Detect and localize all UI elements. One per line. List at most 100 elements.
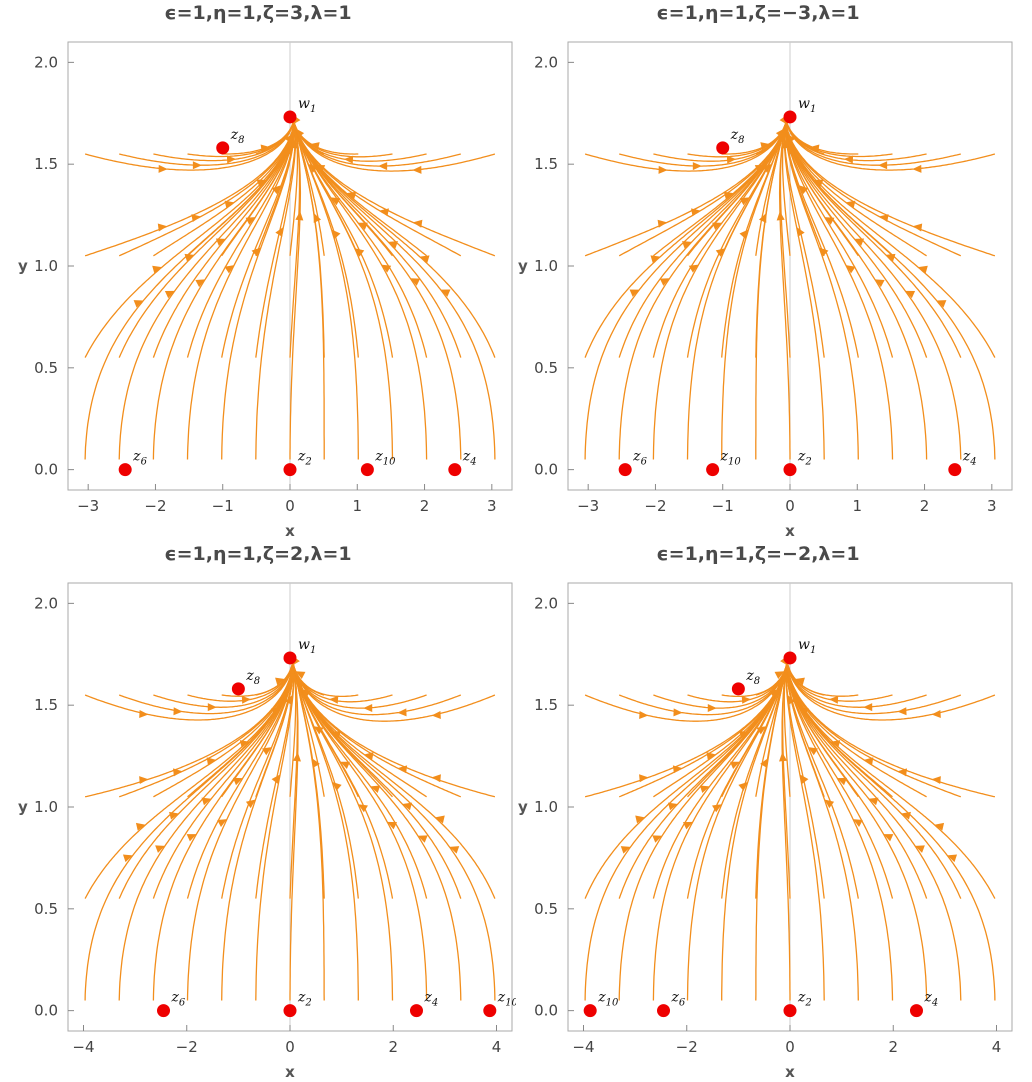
y-tick-label: 1.0 xyxy=(34,798,58,816)
streamline xyxy=(785,118,962,460)
streamline xyxy=(119,659,294,798)
stream-arrow xyxy=(139,776,149,785)
critical-point xyxy=(360,463,374,477)
streamline xyxy=(221,118,296,155)
stream-arrow xyxy=(947,854,958,863)
streamline xyxy=(291,659,496,798)
y-tick-label: 0.0 xyxy=(34,1002,58,1020)
stream-arrow xyxy=(912,164,922,173)
panel-bottom-right: ϵ=1,η=1,ζ=−2,λ=1 −4 −2 0 2 4 0.0 0.5 1.0 1.5 2.0 x… xyxy=(500,541,1016,1082)
stream-arrow xyxy=(729,761,740,770)
x-tick-label: −4 xyxy=(72,1038,94,1056)
streamline xyxy=(618,657,789,716)
critical-point xyxy=(716,141,730,155)
streamline xyxy=(292,117,496,460)
streamline xyxy=(118,658,294,1001)
streamline xyxy=(786,658,894,1001)
streamline xyxy=(784,116,825,358)
stream-arrow xyxy=(440,289,451,297)
streamline xyxy=(221,117,295,257)
streamline xyxy=(292,117,496,172)
stream-arrow xyxy=(155,845,165,853)
streamline xyxy=(255,117,295,155)
y-tick-label: 1.5 xyxy=(34,155,58,173)
y-tick-label: 1.5 xyxy=(534,696,558,714)
streamline xyxy=(118,659,294,715)
stream-arrow xyxy=(370,785,381,794)
streamline xyxy=(292,116,359,358)
x-tick-label: 1 xyxy=(852,497,862,515)
critical-point xyxy=(783,651,797,665)
stream-arrow xyxy=(201,797,212,806)
stream-arrow xyxy=(387,821,398,830)
stream-arrow xyxy=(340,761,351,770)
stream-arrow xyxy=(226,155,237,164)
y-tick-label: 0.0 xyxy=(534,461,558,479)
stream-arrow xyxy=(769,689,780,698)
stream-arrow xyxy=(363,704,373,713)
streamline xyxy=(652,116,788,358)
point-label: z4 xyxy=(923,990,938,1009)
streamline xyxy=(786,658,927,798)
streamline xyxy=(784,116,859,358)
y-tick-label: 0.5 xyxy=(34,900,58,918)
point-label: z6 xyxy=(132,449,147,468)
streamline xyxy=(186,118,295,358)
streamline xyxy=(721,657,789,1001)
stream-arrow xyxy=(863,703,873,712)
streamline xyxy=(186,117,295,460)
streamline xyxy=(291,659,393,703)
stream-arrow xyxy=(658,165,668,174)
x-tick-label: 1 xyxy=(352,497,362,515)
stream-arrow xyxy=(275,677,285,686)
critical-point xyxy=(706,463,720,477)
critical-point xyxy=(731,682,745,696)
point-label: z10 xyxy=(720,449,742,468)
x-tick-label: 2 xyxy=(888,1038,898,1056)
critical-point xyxy=(283,1004,297,1018)
stream-arrow xyxy=(417,835,428,843)
streamline xyxy=(292,115,393,158)
streamline xyxy=(755,658,789,696)
stream-arrow xyxy=(809,144,820,153)
stream-arrow xyxy=(224,200,235,209)
stream-arrow xyxy=(158,164,168,173)
stream-arrow xyxy=(657,219,668,228)
stream-arrow xyxy=(883,834,894,842)
stream-arrow xyxy=(358,804,368,813)
streamline xyxy=(255,117,296,257)
stream-arrow xyxy=(139,709,149,718)
point-label: z8 xyxy=(245,668,260,687)
stream-arrow xyxy=(824,799,835,809)
streamline xyxy=(118,658,294,899)
streamline xyxy=(786,668,996,899)
critical-point xyxy=(483,1004,497,1018)
y-tick-label: 0.0 xyxy=(34,461,58,479)
streamline xyxy=(785,118,894,358)
stream-arrow xyxy=(667,802,678,811)
stream-arrow xyxy=(152,265,162,274)
streamline xyxy=(721,657,789,899)
stream-arrow xyxy=(863,757,874,766)
streamline xyxy=(653,116,788,162)
point-label: z2 xyxy=(797,449,812,468)
point-label: z4 xyxy=(462,449,477,468)
streamline xyxy=(291,654,462,798)
streamline xyxy=(785,117,996,460)
streamline xyxy=(186,658,294,1001)
streamline xyxy=(687,659,789,798)
streamline xyxy=(584,117,788,172)
stream-arrow xyxy=(329,695,339,704)
streamline xyxy=(721,115,788,155)
y-tick-label: 1.0 xyxy=(534,257,558,275)
streamline xyxy=(255,657,295,1001)
streamline xyxy=(652,115,788,257)
x-axis-label: x xyxy=(785,1063,795,1081)
streamline xyxy=(291,658,496,722)
streamline xyxy=(292,117,394,358)
x-axis-label: x xyxy=(785,522,795,540)
y-tick-label: 2.0 xyxy=(34,53,58,71)
critical-point xyxy=(231,682,245,696)
stream-arrow xyxy=(402,802,413,811)
streamline xyxy=(291,656,394,899)
